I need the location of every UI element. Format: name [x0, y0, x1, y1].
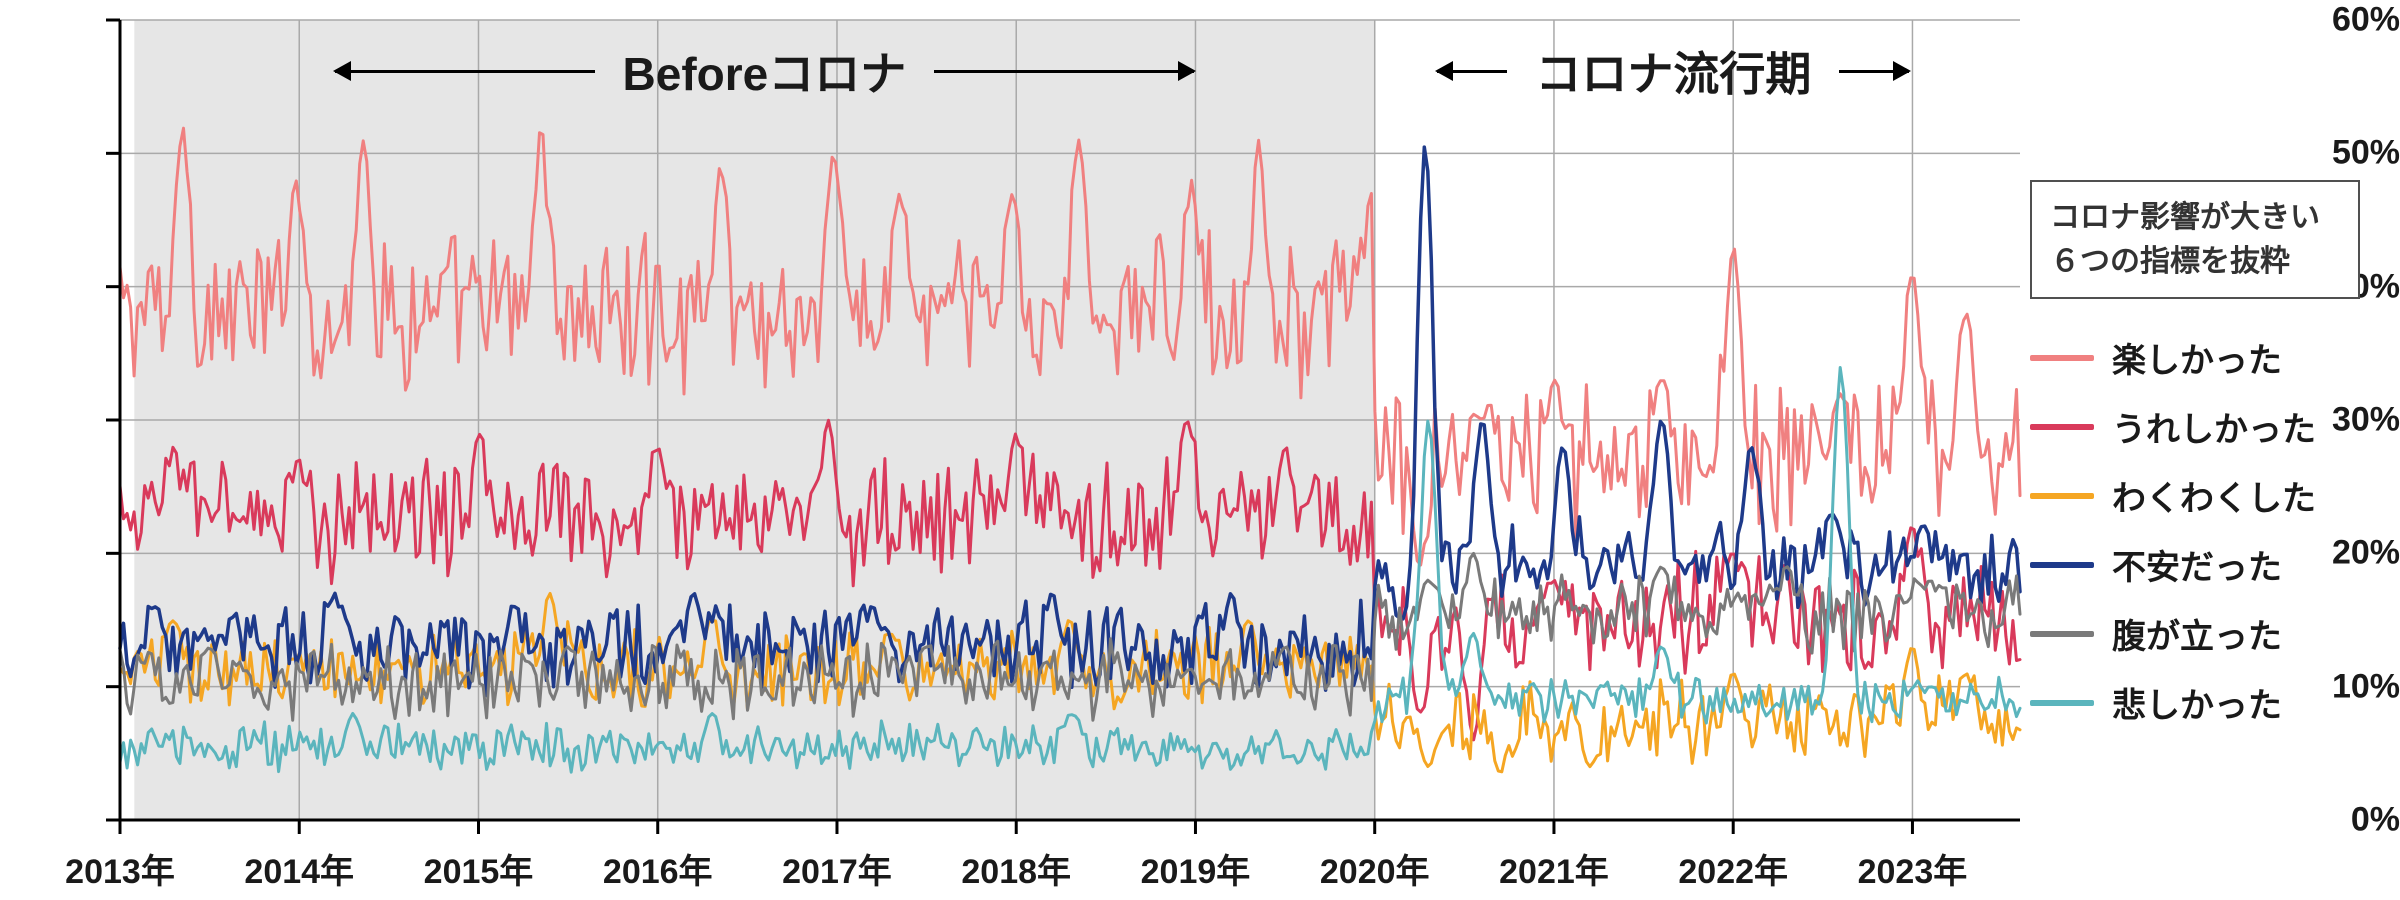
- period-label-after: コロナ流行期: [1437, 38, 1909, 104]
- period-label-before: Beforeコロナ: [335, 38, 1195, 104]
- legend-item-fuan: 不安だった: [2030, 540, 2360, 589]
- legend-item-kanashi: 悲しかった: [2030, 678, 2360, 727]
- legend-items: 楽しかったうれしかったわくわくした不安だった腹が立った悲しかった: [2030, 333, 2360, 727]
- legend-label: 悲しかった: [2112, 678, 2282, 727]
- legend-swatch: [2030, 355, 2094, 361]
- legend-swatch: [2030, 631, 2094, 637]
- legend: コロナ影響が大きい ６つの指標を抜粋 楽しかったうれしかったわくわくした不安だっ…: [2030, 180, 2360, 747]
- legend-item-ureshikatta: うれしかった: [2030, 402, 2360, 451]
- x-tick-label: 2022年: [1678, 844, 1788, 893]
- x-tick-label: 2013年: [65, 844, 175, 893]
- period-before-text: Beforeコロナ: [623, 38, 907, 104]
- legend-item-wakuwaku: わくわくした: [2030, 471, 2360, 520]
- legend-label: 不安だった: [2112, 540, 2282, 589]
- legend-label: わくわくした: [2112, 471, 2316, 520]
- legend-item-hara: 腹が立った: [2030, 609, 2360, 658]
- legend-label: 腹が立った: [2112, 609, 2282, 658]
- legend-item-tanoshikatta: 楽しかった: [2030, 333, 2360, 382]
- y-tick-label: 0%: [2304, 801, 2400, 840]
- x-tick-label: 2015年: [424, 844, 534, 893]
- x-tick-label: 2020年: [1320, 844, 1430, 893]
- legend-note: コロナ影響が大きい ６つの指標を抜粋: [2030, 180, 2360, 299]
- y-tick-label: 60%: [2304, 1, 2400, 40]
- legend-label: うれしかった: [2112, 402, 2316, 451]
- x-tick-label: 2016年: [603, 844, 713, 893]
- x-tick-label: 2014年: [244, 844, 354, 893]
- legend-swatch: [2030, 562, 2094, 568]
- arrow-right-icon: [1839, 70, 1909, 73]
- arrow-right-icon: [934, 70, 1194, 73]
- x-tick-label: 2021年: [1499, 844, 1609, 893]
- x-tick-label: 2019年: [1141, 844, 1251, 893]
- arrow-left-icon: [335, 70, 595, 73]
- y-tick-label: 50%: [2304, 134, 2400, 173]
- legend-label: 楽しかった: [2112, 333, 2282, 382]
- legend-swatch: [2030, 700, 2094, 706]
- chart-container: 0%10%20%30%40%50%60% 2013年2014年2015年2016…: [0, 0, 2400, 900]
- legend-swatch: [2030, 493, 2094, 499]
- x-tick-label: 2023年: [1858, 844, 1968, 893]
- legend-swatch: [2030, 424, 2094, 430]
- period-after-text: コロナ流行期: [1535, 38, 1811, 104]
- x-tick-label: 2017年: [782, 844, 892, 893]
- x-tick-label: 2018年: [961, 844, 1071, 893]
- arrow-left-icon: [1437, 70, 1507, 73]
